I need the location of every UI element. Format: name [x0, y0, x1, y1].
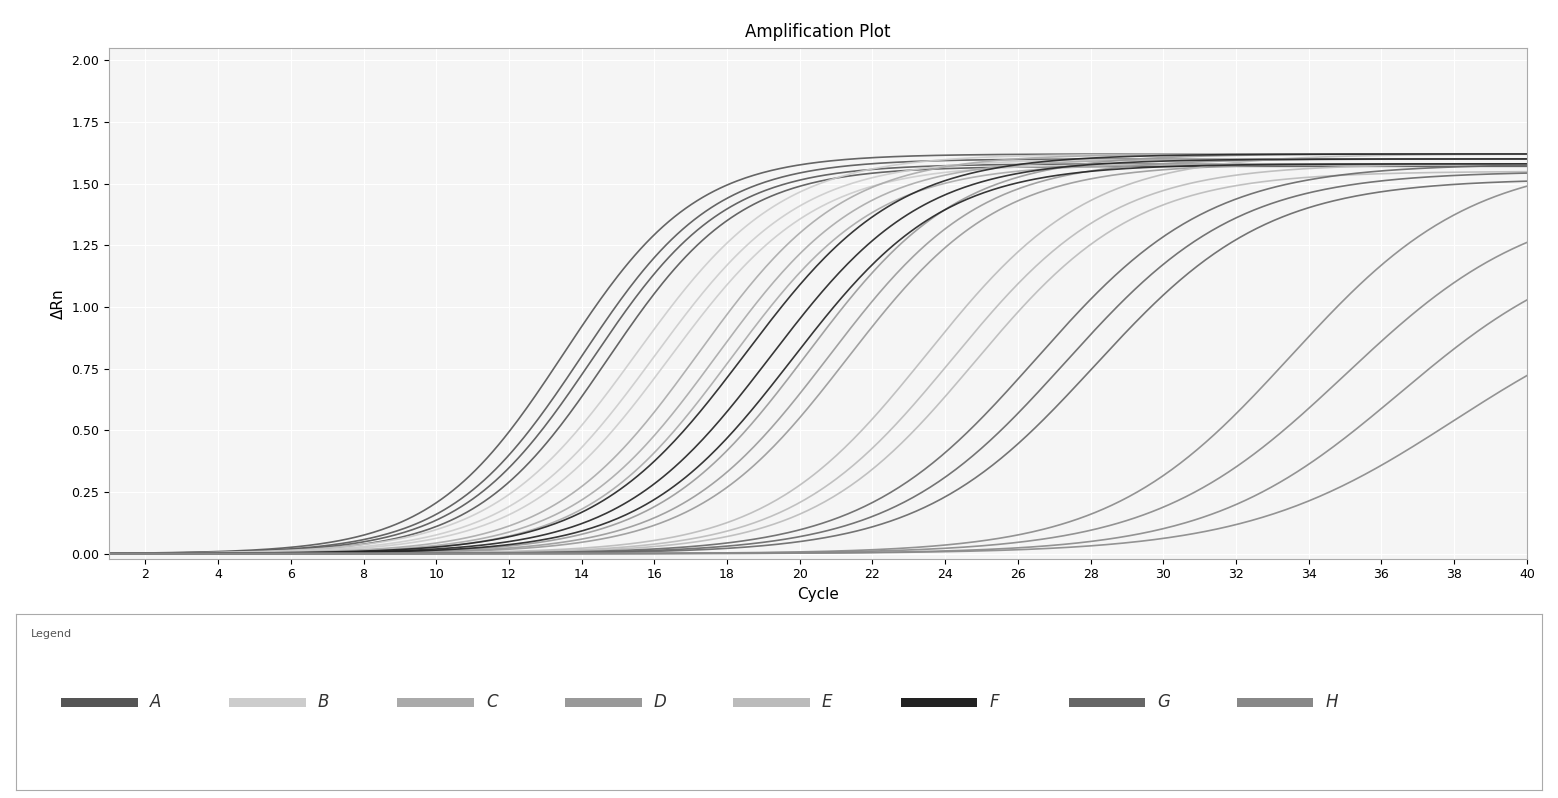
X-axis label: Cycle: Cycle: [798, 587, 838, 602]
Y-axis label: ΔRn: ΔRn: [51, 288, 65, 318]
FancyBboxPatch shape: [1069, 697, 1145, 707]
Text: F: F: [989, 693, 999, 711]
FancyBboxPatch shape: [566, 697, 642, 707]
Text: G: G: [1158, 693, 1170, 711]
Text: E: E: [821, 693, 832, 711]
FancyBboxPatch shape: [901, 697, 977, 707]
FancyBboxPatch shape: [397, 697, 474, 707]
Text: Legend: Legend: [31, 629, 72, 638]
Title: Amplification Plot: Amplification Plot: [745, 23, 891, 41]
Text: H: H: [1326, 693, 1338, 711]
Text: D: D: [654, 693, 667, 711]
Text: B: B: [318, 693, 329, 711]
FancyBboxPatch shape: [61, 697, 137, 707]
Text: A: A: [150, 693, 162, 711]
FancyBboxPatch shape: [734, 697, 810, 707]
FancyBboxPatch shape: [229, 697, 305, 707]
Text: C: C: [486, 693, 497, 711]
FancyBboxPatch shape: [1237, 697, 1313, 707]
